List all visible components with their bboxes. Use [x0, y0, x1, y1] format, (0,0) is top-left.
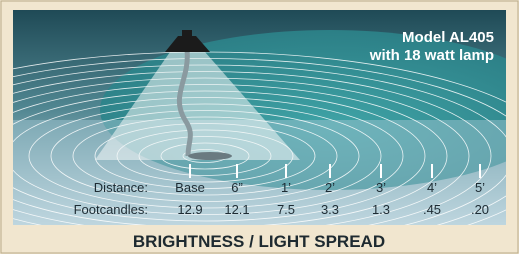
distance-value: 6” — [231, 180, 243, 195]
footcandle-value: 12.1 — [224, 202, 249, 217]
footcandle-value: .20 — [471, 202, 489, 217]
footcandle-value: 12.9 — [177, 202, 202, 217]
footcandle-value: 7.5 — [277, 202, 295, 217]
footcandle-value: .45 — [423, 202, 441, 217]
model-name: Model AL405 — [402, 29, 494, 46]
footcandle-value: 1.3 — [372, 202, 390, 217]
distance-value: 2’ — [325, 180, 335, 195]
lamp-base — [188, 152, 232, 160]
footcandles-label: Footcandles: — [74, 202, 148, 217]
model-lamp: with 18 watt lamp — [369, 47, 494, 64]
distance-value: 1’ — [281, 180, 291, 195]
distance-label: Distance: — [94, 180, 148, 195]
distance-value: 4’ — [427, 180, 437, 195]
distance-value: 3’ — [376, 180, 386, 195]
distance-value: Base — [175, 180, 205, 195]
distance-value: 5’ — [475, 180, 485, 195]
footcandle-value: 3.3 — [321, 202, 339, 217]
caption: BRIGHTNESS / LIGHT SPREAD — [133, 232, 385, 251]
diagram: Model AL405 with 18 watt lamp Distance: … — [0, 0, 519, 254]
lamp-cap — [182, 30, 192, 37]
